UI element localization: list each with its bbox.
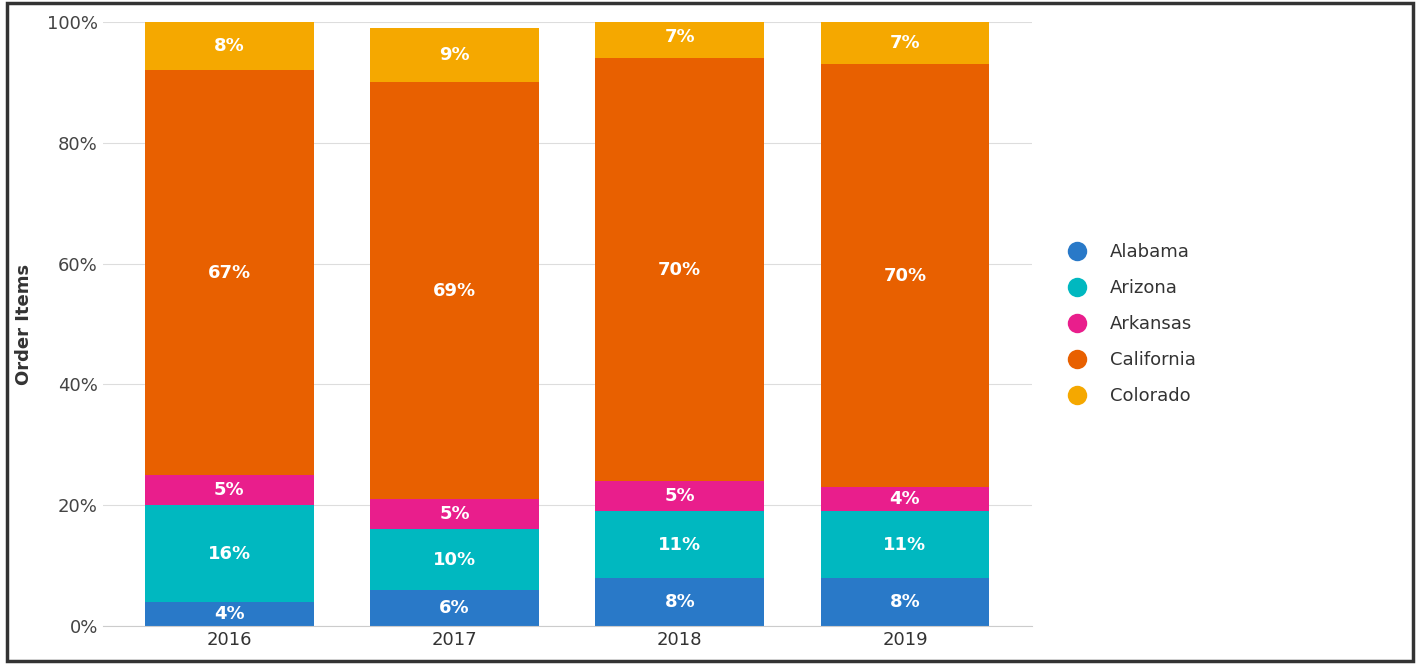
Legend: Alabama, Arizona, Arkansas, California, Colorado: Alabama, Arizona, Arkansas, California, … [1059,243,1196,405]
Bar [145,602,314,626]
Bar [821,578,990,626]
Bar [145,475,314,505]
Text: 9%: 9% [439,46,470,64]
Text: 7%: 7% [665,28,696,46]
Bar [821,487,990,511]
Bar [371,590,540,626]
Text: 11%: 11% [659,536,701,554]
Text: 16%: 16% [207,544,251,562]
Text: 70%: 70% [883,267,926,285]
Bar [145,505,314,602]
Bar [821,511,990,578]
Text: 4%: 4% [214,605,244,623]
Text: 8%: 8% [214,37,244,55]
Y-axis label: Order Items: Order Items [16,264,33,384]
Text: 5%: 5% [214,481,244,499]
Text: 8%: 8% [665,593,696,611]
Text: 67%: 67% [207,264,251,282]
Text: 70%: 70% [659,261,701,279]
Bar [371,28,540,82]
Text: 69%: 69% [433,282,476,300]
Bar [371,499,540,529]
Text: 11%: 11% [883,536,926,554]
Text: 7%: 7% [890,34,920,52]
Text: 4%: 4% [890,490,920,508]
Text: 6%: 6% [439,599,470,617]
Text: 5%: 5% [665,487,696,505]
Bar [595,16,764,58]
Bar [595,511,764,578]
Bar [821,64,990,487]
Bar [821,22,990,64]
Text: 5%: 5% [439,505,470,523]
Bar [371,529,540,590]
Bar [371,82,540,499]
Text: 10%: 10% [433,550,476,568]
Bar [595,58,764,481]
Bar [145,22,314,70]
Bar [145,70,314,475]
Text: 8%: 8% [889,593,920,611]
Bar [595,578,764,626]
Bar [595,481,764,511]
